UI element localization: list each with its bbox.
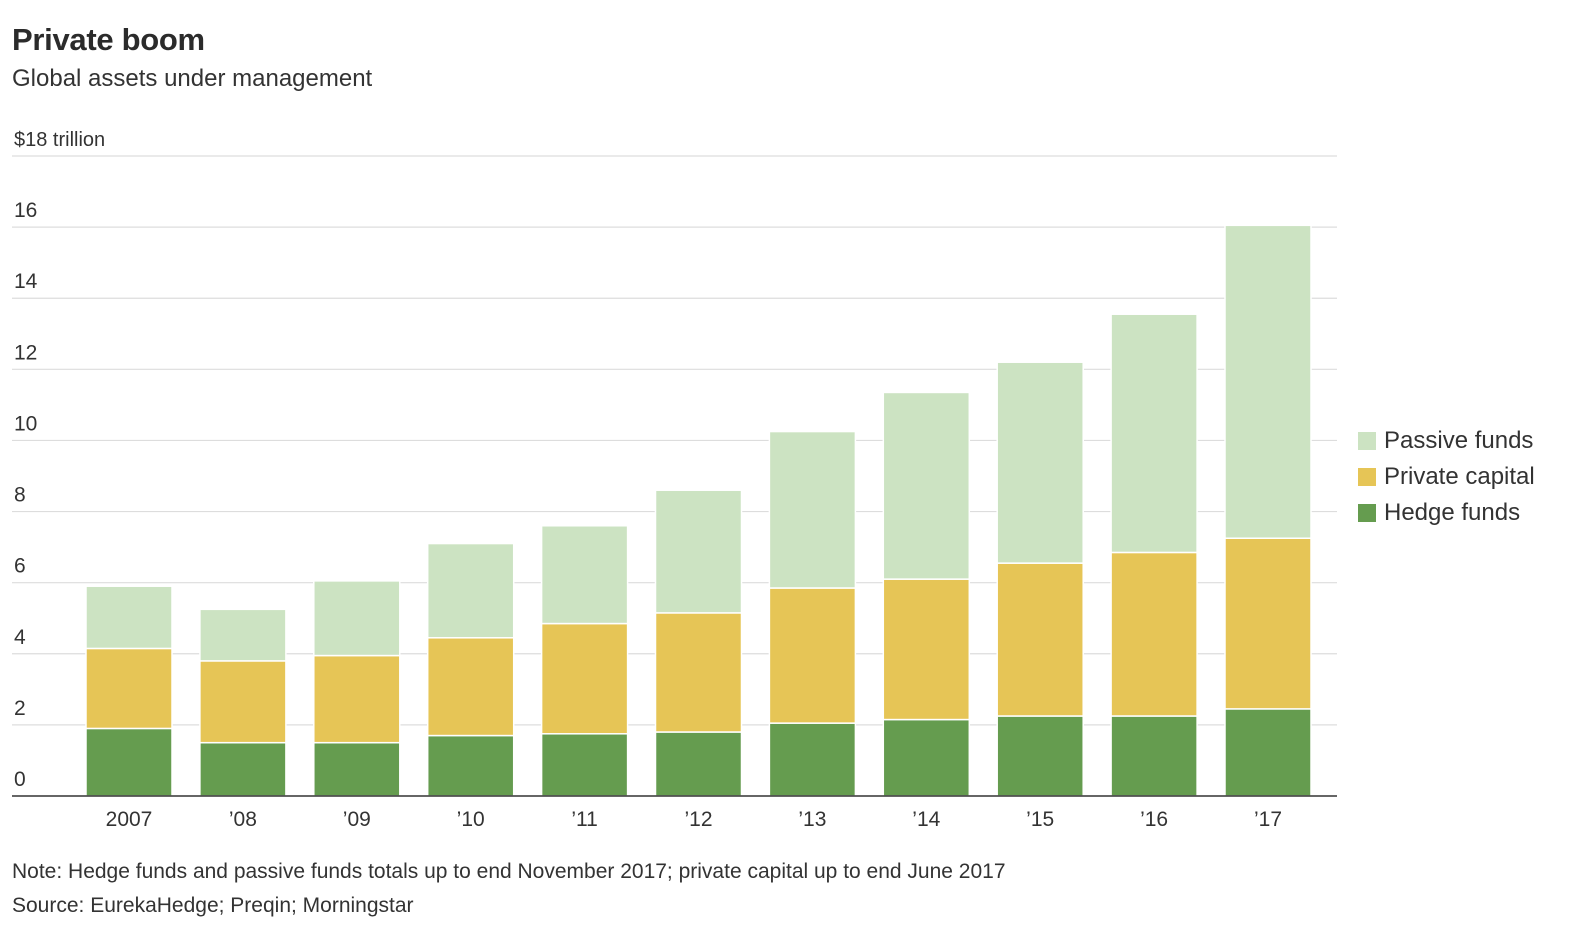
bar-segment	[654, 612, 743, 733]
chart-title: Private boom	[12, 22, 205, 57]
bar-segment	[426, 542, 515, 639]
bar-segment	[426, 734, 515, 797]
bar-segment	[882, 578, 971, 721]
bar-segment	[996, 361, 1084, 564]
y-tick-label: 10	[14, 412, 37, 435]
x-tick-label: ’08	[229, 808, 257, 831]
x-tick-label: ’10	[457, 808, 485, 831]
bar-segment	[882, 391, 971, 580]
bar-segment	[1110, 313, 1198, 554]
bar-segment	[199, 741, 287, 797]
bar-stack	[313, 580, 401, 797]
bar-segment	[1224, 537, 1312, 710]
x-tick-label: ’09	[343, 808, 371, 831]
bar-segment	[996, 562, 1084, 717]
bar-segment	[85, 727, 173, 797]
bar-segment	[768, 587, 857, 724]
y-tick-label: 6	[14, 555, 26, 578]
bar-segment	[313, 654, 401, 744]
bar-stack	[882, 391, 971, 797]
y-tick-label: 14	[14, 270, 38, 293]
y-tick-label: 4	[14, 626, 26, 649]
x-tick-label: ’11	[571, 808, 597, 831]
legend-swatch	[1358, 468, 1376, 486]
x-axis-labels: 2007 ’08 ’09 ’10 ’11 ’12 ’13 ’14 ’15 ’16 ’17	[106, 808, 1282, 831]
x-tick-label: ’17	[1254, 808, 1282, 831]
chart-source: Source: EurekaHedge; Preqin; Morningstar	[12, 894, 414, 917]
bar-segment	[1110, 715, 1198, 797]
bar-stack	[1224, 224, 1312, 797]
y-tick-label: 16	[14, 199, 37, 222]
x-tick-label: 2007	[106, 808, 153, 831]
x-tick-label: ’14	[912, 808, 940, 831]
legend-swatch	[1358, 432, 1376, 450]
bar-segment	[1224, 708, 1312, 797]
bar-segment	[540, 525, 629, 625]
legend-label: Passive funds	[1384, 427, 1534, 454]
bar-stack	[1110, 313, 1198, 797]
legend-swatch	[1358, 504, 1376, 522]
legend-label: Hedge funds	[1384, 499, 1521, 526]
bar-segment	[313, 580, 401, 657]
bar-segment	[85, 585, 173, 650]
bar-stack	[199, 608, 287, 797]
stacked-bar-chart: 0 2 4 6 8 10 12 14 16 $18 trillion 2007 ’08 ’09 ’10 ’…	[12, 129, 1337, 831]
chart-note: Note: Hedge funds and passive funds tota…	[12, 860, 1006, 883]
bar-segment	[426, 637, 515, 737]
x-tick-label: ’15	[1026, 808, 1054, 831]
legend-item-hedge-funds: Hedge funds	[1358, 495, 1535, 531]
bar-segment	[1110, 551, 1198, 717]
bars	[85, 224, 1312, 797]
bar-stack	[85, 585, 173, 797]
x-tick-label: ’16	[1140, 808, 1168, 831]
legend-item-private-capital: Private capital	[1358, 459, 1535, 495]
bar-stack	[996, 361, 1084, 797]
bar-segment	[654, 489, 743, 614]
bar-segment	[654, 731, 743, 797]
x-tick-label: ’12	[684, 808, 712, 831]
bar-segment	[313, 741, 401, 797]
bar-segment	[768, 430, 857, 589]
bar-stack	[768, 430, 857, 797]
bar-segment	[85, 647, 173, 730]
bar-stack	[654, 489, 743, 797]
bar-segment	[1224, 224, 1312, 539]
chart-subtitle: Global assets under management	[12, 65, 373, 92]
bar-segment	[996, 715, 1084, 797]
legend-label: Private capital	[1384, 463, 1535, 490]
y-tick-label: 2	[14, 697, 26, 720]
bar-segment	[768, 722, 857, 797]
y-axis-labels: 0 2 4 6 8 10 12 14 16 $18 trillion	[14, 129, 105, 791]
bar-stack	[426, 542, 515, 797]
bar-segment	[199, 660, 287, 744]
legend: Passive funds Private capital Hedge fund…	[1358, 423, 1535, 531]
x-tick-label: ’13	[798, 808, 826, 831]
bar-segment	[882, 718, 971, 797]
bar-stack	[540, 525, 629, 797]
y-tick-label: 12	[14, 341, 37, 364]
y-tick-label: 8	[14, 484, 26, 507]
bar-segment	[199, 608, 287, 662]
y-tick-label: $18 trillion	[14, 129, 105, 151]
legend-item-passive-funds: Passive funds	[1358, 423, 1535, 459]
y-tick-label: 0	[14, 768, 26, 791]
bar-segment	[540, 733, 629, 797]
bar-segment	[540, 622, 629, 735]
